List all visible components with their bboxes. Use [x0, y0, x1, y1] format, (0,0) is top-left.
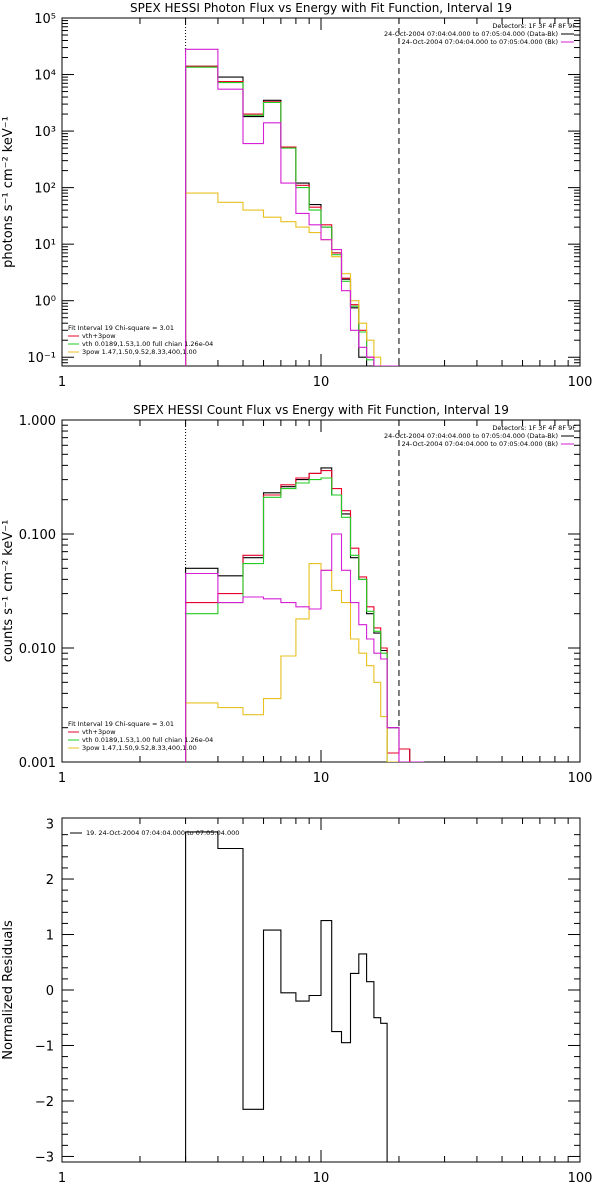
- legend-entry: 24-Oct-2004 07:04:04.000 to 07:05:04.000…: [384, 30, 558, 38]
- y-tick-label: 10²: [34, 182, 56, 197]
- y-tick-label: 3: [46, 818, 54, 833]
- legend-entry: 24-Oct-2004 07:04:04.000 to 07:05:04.000…: [402, 38, 558, 46]
- series-line-bk: [185, 48, 399, 366]
- legend-entry: 19. 24-Oct-2004 07:04:04.000 to 07:05:04…: [86, 829, 239, 837]
- y-tick-label: 10³: [34, 125, 56, 140]
- chart-title: SPEX HESSI Count Flux vs Energy with Fit…: [133, 403, 509, 417]
- x-axis-ticks: [61, 420, 581, 762]
- fit-legend-entry: vth 0.0189,1.53,1.00 full chian 1.26e-04: [82, 340, 213, 348]
- detectors-label: Detectors: 1F 3F 4F 8F 9F: [492, 424, 576, 432]
- x-tick-label: 1: [58, 375, 66, 390]
- series-line-3pow: [185, 563, 425, 762]
- plot-frame: [61, 17, 581, 367]
- series-line-vth-3pow: [185, 65, 399, 366]
- series-line-residuals: [185, 831, 399, 1162]
- legend-entry: 24-Oct-2004 07:04:04.000 to 07:05:04.000…: [402, 440, 558, 448]
- y-tick-label: 1: [46, 929, 54, 944]
- x-tick-label: 10: [313, 771, 330, 786]
- y-tick-label: 10⁻¹: [27, 351, 56, 366]
- chart-panel-1: SPEX HESSI Photon Flux vs Energy with Fi…: [1, 1, 592, 390]
- fit-legend-header: Fit Interval 19 Chi-square = 3.01: [68, 720, 174, 728]
- series-line-vth: [185, 66, 399, 366]
- series-line-bk: [185, 533, 425, 762]
- x-tick-label: 100: [568, 375, 593, 390]
- x-axis-ticks: [61, 818, 581, 1162]
- y-tick-label: −2: [35, 1095, 54, 1110]
- series-group: [185, 831, 399, 1162]
- y-tick-label: 2: [46, 873, 54, 888]
- series-line-data-bk: [185, 467, 425, 762]
- x-tick-label: 10: [313, 1171, 330, 1186]
- fit-legend-entry: 3pow 1.47,1.50,9.52,8.33,400,1.00: [82, 348, 197, 356]
- x-tick-label: 1: [58, 1171, 66, 1186]
- y-tick-label: −1: [35, 1039, 54, 1054]
- y-tick-label: 0: [46, 984, 54, 999]
- series-group: [185, 48, 399, 366]
- fit-legend-entry: vth 0.0189,1.53,1.00 full chian 1.26e-04: [82, 736, 213, 744]
- y-tick-label: 1.000: [19, 414, 56, 429]
- x-tick-label: 10: [313, 375, 330, 390]
- chart-panel-2: SPEX HESSI Count Flux vs Energy with Fit…: [1, 403, 592, 786]
- series-line-3pow: [185, 192, 399, 366]
- fit-legend-entry: vth+3pow: [82, 728, 116, 736]
- y-axis-label: photons s⁻¹ cm⁻² keV⁻¹: [1, 116, 16, 268]
- y-tick-label: −3: [35, 1150, 54, 1165]
- series-line-data-bk: [185, 65, 399, 366]
- y-axis-ticks: [62, 419, 580, 763]
- y-tick-label: 0.010: [19, 642, 56, 657]
- legend-entry: 24-Oct-2004 07:04:04.000 to 07:05:04.000…: [384, 432, 558, 440]
- series-line-vth: [185, 477, 425, 762]
- detectors-label: Detectors: 1F 3F 4F 8F 9F: [492, 22, 576, 30]
- x-tick-label: 100: [568, 1171, 593, 1186]
- y-axis-ticks: [62, 834, 580, 1157]
- y-tick-label: 10⁰: [34, 295, 56, 310]
- x-tick-label: 1: [58, 771, 66, 786]
- y-axis-label: Normalized Residuals: [1, 920, 16, 1060]
- y-tick-label: 0.001: [19, 756, 56, 771]
- series-line-vth-3pow: [185, 470, 425, 762]
- fit-legend-entry: vth+3pow: [82, 332, 116, 340]
- fit-legend-header: Fit Interval 19 Chi-square = 3.01: [68, 324, 174, 332]
- x-axis-ticks: [61, 18, 581, 366]
- fit-legend-entry: 3pow 1.47,1.50,9.52,8.33,400,1.00: [82, 744, 197, 752]
- y-axis-label: counts s⁻¹ cm⁻² keV⁻¹: [1, 520, 16, 663]
- y-tick-label: 10⁴: [34, 69, 56, 84]
- x-tick-label: 100: [568, 771, 593, 786]
- series-group: [185, 467, 425, 762]
- chart-panel-3: 1 10 100 −3 −2 −1 0 1 2 3 Normalized Residuals 19. …: [1, 817, 593, 1186]
- y-tick-label: 0.100: [19, 528, 56, 543]
- chart-title: SPEX HESSI Photon Flux vs Energy with Fi…: [130, 1, 512, 15]
- y-tick-label: 10¹: [34, 238, 56, 253]
- y-tick-label: 10⁵: [34, 12, 56, 27]
- y-axis-ticks: [62, 17, 580, 367]
